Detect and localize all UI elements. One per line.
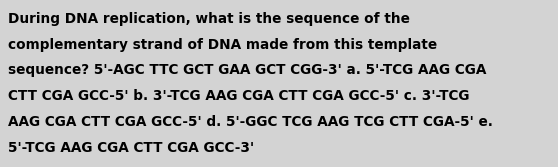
- Text: CTT CGA GCC-5' b. 3'-TCG AAG CGA CTT CGA GCC-5' c. 3'-TCG: CTT CGA GCC-5' b. 3'-TCG AAG CGA CTT CGA…: [8, 89, 470, 103]
- Text: sequence? 5'-AGC TTC GCT GAA GCT CGG-3' a. 5'-TCG AAG CGA: sequence? 5'-AGC TTC GCT GAA GCT CGG-3' …: [8, 63, 487, 77]
- Text: AAG CGA CTT CGA GCC-5' d. 5'-GGC TCG AAG TCG CTT CGA-5' e.: AAG CGA CTT CGA GCC-5' d. 5'-GGC TCG AAG…: [8, 115, 493, 129]
- Text: complementary strand of DNA made from this template: complementary strand of DNA made from th…: [8, 38, 437, 52]
- Text: 5'-TCG AAG CGA CTT CGA GCC-3': 5'-TCG AAG CGA CTT CGA GCC-3': [8, 141, 254, 155]
- Text: During DNA replication, what is the sequence of the: During DNA replication, what is the sequ…: [8, 12, 410, 26]
